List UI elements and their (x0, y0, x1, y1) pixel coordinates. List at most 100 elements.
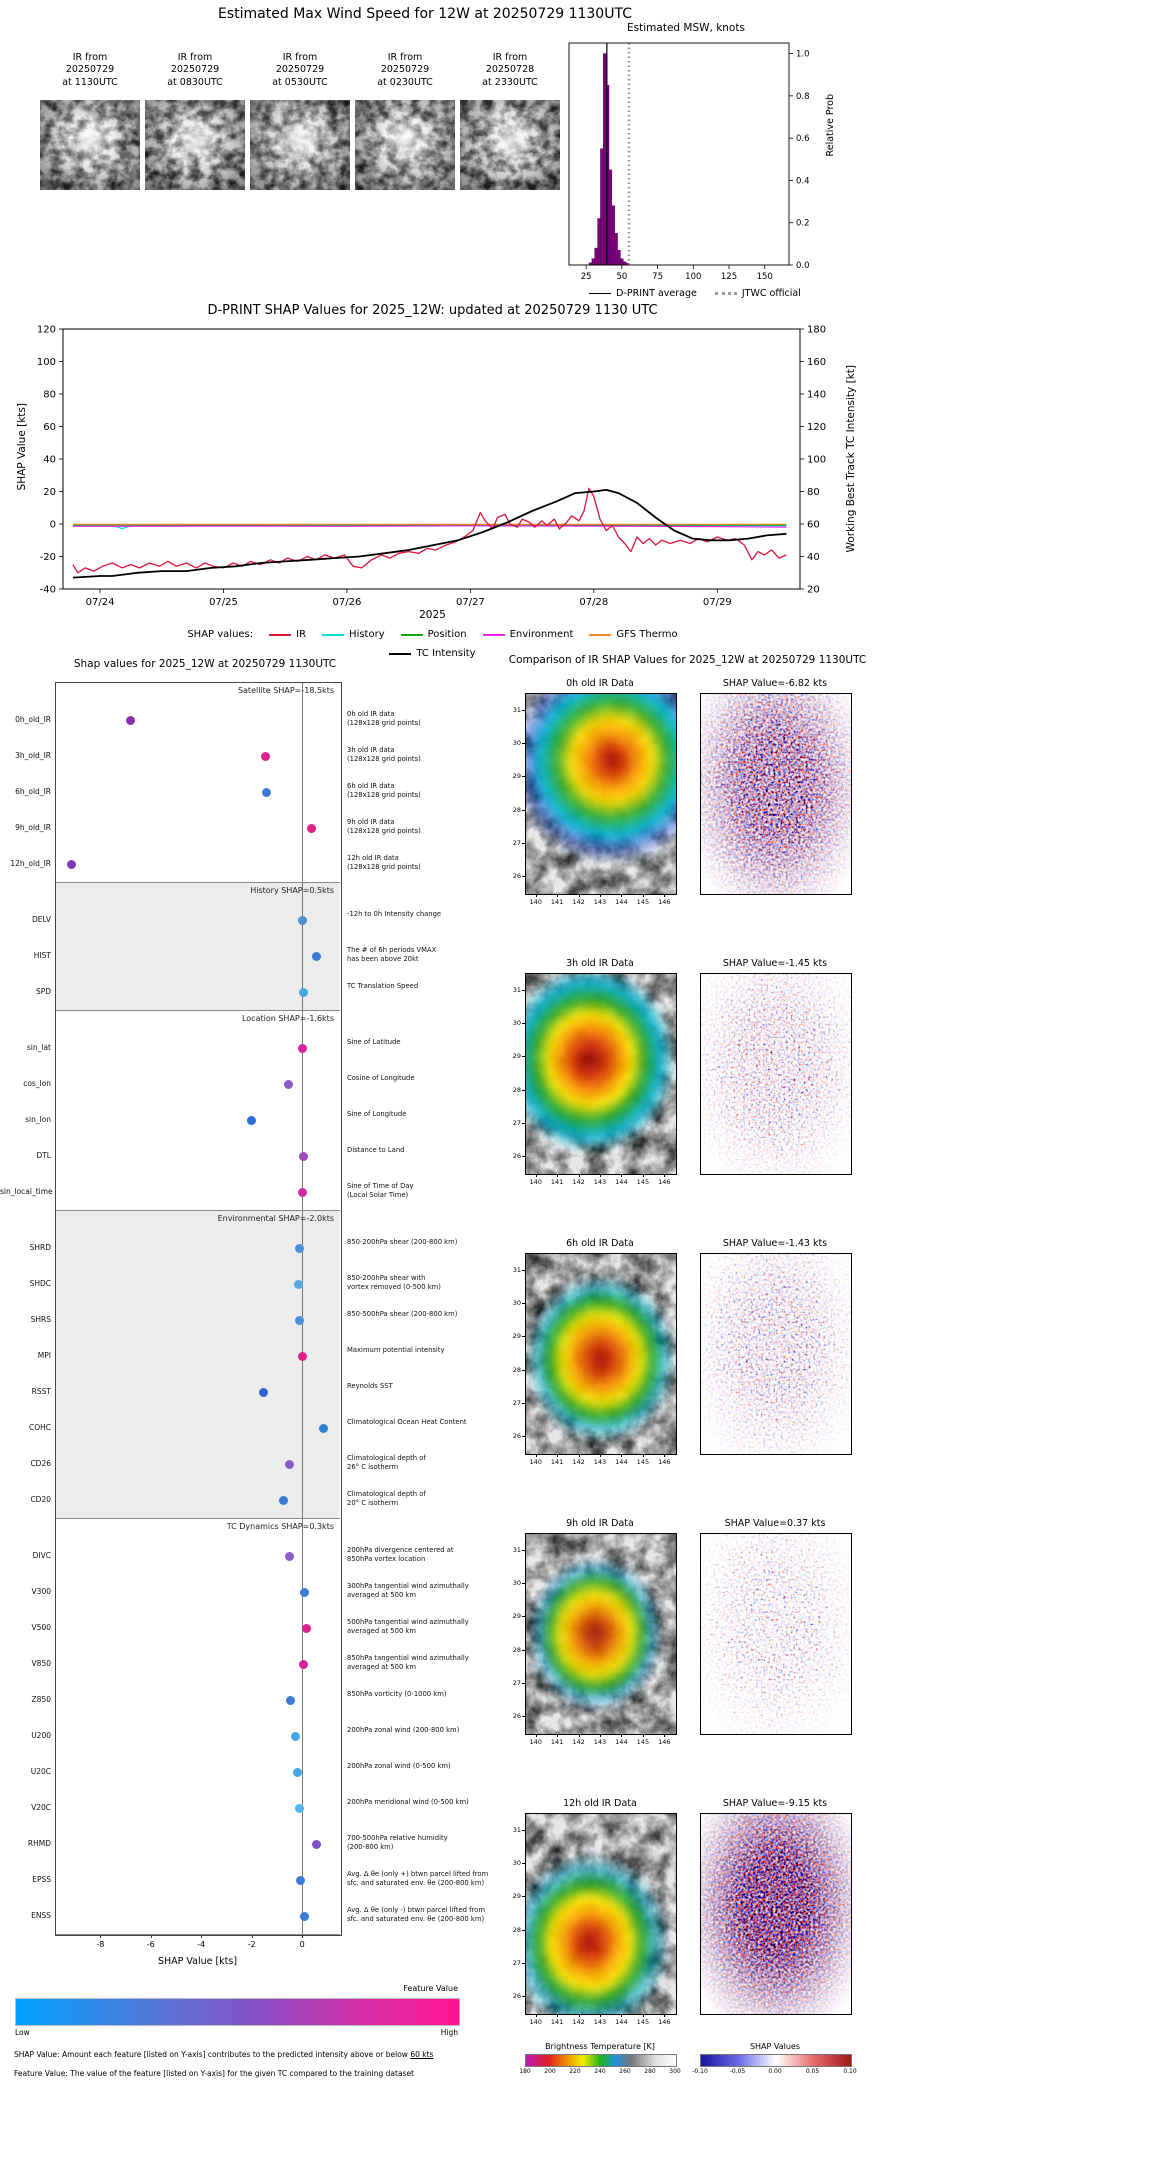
svg-text:07/29: 07/29 (703, 597, 732, 608)
feature-xlabel: SHAP Value [kts] (157, 1956, 238, 1967)
map-x-tick-mark (557, 1734, 559, 1737)
map-x-tick-label: 140 (529, 1178, 542, 1186)
map-x-tick-label: 144 (615, 898, 628, 906)
svg-text:80: 80 (43, 390, 56, 401)
map-x-tick-label: 140 (529, 1738, 542, 1746)
shap-dot (300, 1587, 310, 1597)
ir-thumbnail-label: IR from 20250729 at 0530UTC (272, 52, 328, 88)
timeseries-legend-label: Position (427, 629, 467, 640)
x-tick-mark (150, 1934, 152, 1938)
svg-text:75: 75 (652, 272, 663, 282)
svg-text:0: 0 (50, 520, 56, 531)
ir-thumbnail: IR from 20250729 at 1130UTC (40, 52, 140, 190)
timeseries-xlabel: 2025 (419, 609, 446, 621)
shap-dot (295, 1243, 305, 1253)
feature-description: 850-500hPa shear (200-800 km) (347, 1310, 458, 1318)
x-tick-label: -8 (96, 1940, 105, 1949)
ir-shap-comparison-panel: Comparison of IR SHAP Values for 2025_12… (505, 652, 925, 2132)
feature-description: Avg. Δ θe (only +) btwn parcel lifted fr… (347, 1870, 489, 1887)
map-x-tick-mark (664, 1174, 666, 1177)
timeseries-legend-row2: TC Intensity (0, 648, 865, 659)
shap-speckle-map (700, 1533, 852, 1735)
shap-speckle-map (700, 693, 852, 895)
feature-description: 500hPa tangential wind azimuthally avera… (347, 1618, 469, 1635)
svg-text:60: 60 (43, 422, 56, 433)
feature-description: 12h old IR data (128x128 grid points) (347, 854, 421, 871)
map-y-tick-label: 28 (512, 805, 521, 814)
feature-name-label: V20C (31, 1803, 51, 1812)
map-x-tick-label: 145 (636, 1178, 650, 1186)
map-y-tick-mark (522, 1269, 525, 1271)
svg-text:07/25: 07/25 (209, 597, 238, 608)
feature-name-label: EPSS (32, 1875, 51, 1884)
feature-name-label: sin_local_time (0, 1187, 53, 1196)
timeseries-legend-label: IR (296, 629, 307, 640)
map-y-tick-label: 31 (512, 1825, 521, 1834)
series-color-swatch (400, 633, 423, 636)
map-x-tick-mark (600, 2014, 601, 2017)
feature-name-label: U20C (30, 1767, 51, 1776)
map-y-tick-label: 26 (512, 1712, 521, 1721)
feature-description: Climatological Ocean Heat Content (347, 1418, 467, 1426)
ir-map-title: 6h old IR Data (566, 1238, 634, 1249)
map-y-tick-label: 26 (512, 872, 521, 881)
shap-dot (297, 1187, 307, 1197)
feature-name-label: cos_lon (23, 1079, 51, 1088)
map-x-tick-mark (578, 2014, 580, 2017)
feature-name-label: 6h_old_IR (15, 787, 51, 796)
map-y-tick-label: 30 (512, 1299, 521, 1307)
speckle-fade-overlay (701, 974, 851, 1174)
histogram-legend-item: JTWC official (714, 288, 801, 299)
map-x-tick-mark (578, 1174, 580, 1177)
histogram-legend-item: D-PRINT average (589, 288, 697, 299)
feature-name-label: CD20 (30, 1495, 51, 1504)
feature-description: Maximum potential intensity (347, 1346, 445, 1354)
shap-dot (66, 859, 76, 869)
svg-text:20: 20 (807, 585, 820, 596)
histogram-legend-label: JTWC official (741, 288, 801, 299)
series-color-swatch (589, 633, 612, 636)
brightness-colorbar-tick: 300 (669, 2068, 681, 2075)
feature-panel-title: Shap values for 2025_12W at 20250729 113… (73, 658, 337, 670)
map-y-tick-label: 29 (512, 772, 521, 781)
map-x-tick-label: 143 (593, 1178, 607, 1186)
map-y-tick-label: 26 (512, 1152, 521, 1161)
svg-text:120: 120 (37, 325, 56, 336)
svg-text:150: 150 (757, 272, 773, 282)
shap-dot (295, 1803, 305, 1813)
map-x-tick-label: 141 (550, 1458, 564, 1466)
map-y-tick-mark (522, 1336, 525, 1338)
feature-description: 9h old IR data (128x128 grid points) (347, 818, 421, 835)
map-y-tick-mark (522, 1863, 525, 1864)
map-y-tick-mark (522, 989, 525, 991)
shap-speckle-map (700, 1813, 852, 2015)
ir-thumbnail: IR from 20250729 at 0230UTC (355, 52, 455, 190)
map-y-tick-label: 27 (512, 1679, 521, 1687)
shap-dot (283, 1079, 293, 1089)
feature-group-header: TC Dynamics SHAP=0.3kts (226, 1522, 334, 1531)
svg-text:140: 140 (807, 390, 826, 401)
timeseries-ylabel-right: Working Best Track TC Intensity [kt] (845, 365, 857, 553)
storm-glow-overlay (355, 100, 455, 190)
shap-dot (296, 1875, 306, 1885)
svg-text:80: 80 (807, 487, 820, 498)
speckle-fade-overlay (701, 1814, 851, 2014)
map-x-tick-label: 140 (529, 1458, 542, 1466)
map-x-tick-label: 144 (615, 1178, 628, 1186)
brightness-colorbar (525, 2054, 677, 2067)
shap-map-title: SHAP Value=-6.82 kts (722, 678, 828, 689)
shap-dot (297, 1043, 307, 1053)
map-y-tick-mark (522, 809, 525, 811)
map-x-tick-mark (557, 2014, 559, 2017)
shapvalues-colorbar-tick: 0.05 (805, 2068, 820, 2075)
map-x-tick-label: 140 (529, 2018, 542, 2026)
shap-dot (295, 1315, 305, 1325)
map-x-tick-label: 141 (550, 1178, 564, 1186)
histogram-title: Estimated MSW, knots (627, 22, 745, 34)
map-x-tick-label: 142 (572, 2018, 585, 2026)
feature-name-label: U200 (31, 1731, 51, 1740)
svg-text:07/24: 07/24 (86, 597, 115, 608)
ir-satellite-image (40, 100, 140, 190)
map-y-tick-mark (522, 876, 525, 878)
